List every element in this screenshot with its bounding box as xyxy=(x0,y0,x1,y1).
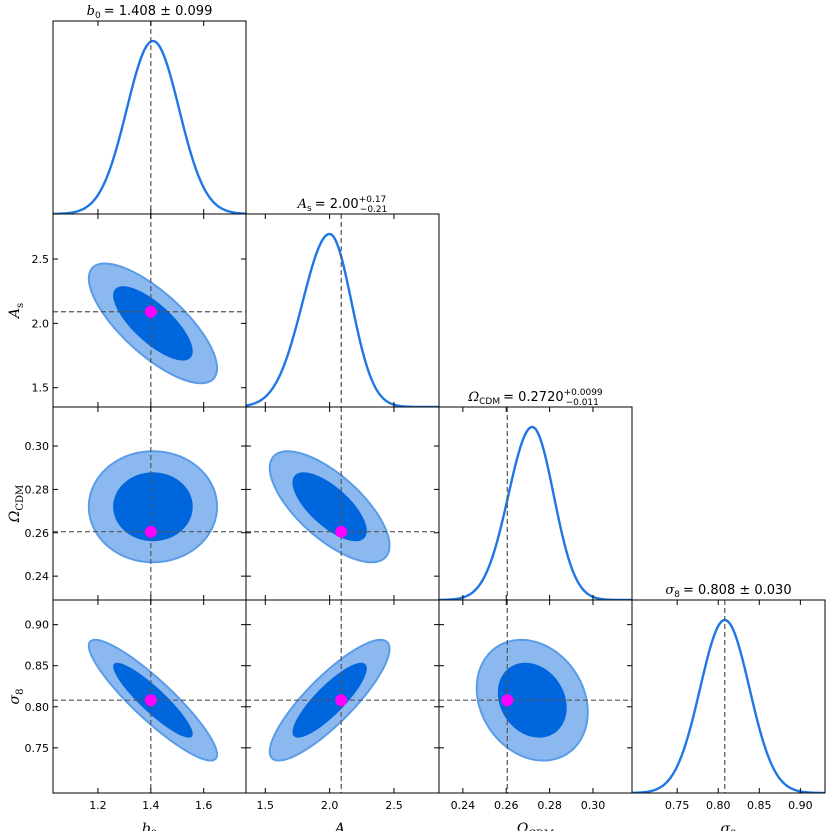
x-tick-label-As: 1.5 xyxy=(257,799,275,812)
title-lower-error: −0.011 xyxy=(566,398,599,408)
y-tick-label-Om: 0.24 xyxy=(25,570,50,583)
title-Om: ΩCDM = 0.2720+0.0099 −0.011 xyxy=(467,388,603,408)
x-axis-label-sub: 8 xyxy=(730,829,736,831)
y-axis-label-s8: σ8 xyxy=(7,689,26,705)
title-As: As = 2.00+0.17 −0.21 xyxy=(297,195,388,215)
truth-marker-b0-As xyxy=(144,305,157,318)
title-value: = 1.408 ± 0.099 xyxy=(104,4,213,19)
y-axis-label-main: Ω xyxy=(7,510,23,523)
truth-marker-Om-s8 xyxy=(501,694,514,707)
x-tick-label-b0: 1.6 xyxy=(195,799,213,812)
title-symbol-sub: 0 xyxy=(95,11,101,21)
y-tick-label-s8: 0.75 xyxy=(25,742,50,755)
x-axis-label-main: b xyxy=(142,821,151,831)
x-tick-label-Om: 0.28 xyxy=(537,799,562,812)
marginal-curve-As xyxy=(246,232,439,407)
title-symbol-sub: 8 xyxy=(674,590,680,600)
x-axis-label-b0: b0 xyxy=(142,821,157,831)
contour-1sigma-As-Om xyxy=(292,472,367,542)
title-symbol: Ω xyxy=(467,390,479,405)
panel-frame-Om-Om xyxy=(438,406,633,601)
x-tick-label-s8: 0.75 xyxy=(665,799,690,812)
marginal-Om xyxy=(439,407,632,600)
x-axis-label-Om: ΩCDM xyxy=(516,821,555,831)
y-axis-label-sub: 8 xyxy=(15,689,26,695)
x-axis-label-sub: CDM xyxy=(528,829,554,831)
title-symbol: b xyxy=(87,4,95,19)
panel-frame-b0-b0 xyxy=(52,20,247,215)
x-axis-label-As: As xyxy=(333,821,350,831)
x-axis-label-s8: σ8 xyxy=(721,821,737,831)
contour-panel-As-Om xyxy=(246,407,439,600)
y-tick-label-s8: 0.80 xyxy=(25,701,50,714)
y-axis-label-main: A xyxy=(7,308,23,320)
marginal-s8 xyxy=(632,600,825,793)
x-axis-label-sub: 0 xyxy=(151,829,157,831)
title-symbol: σ xyxy=(665,583,675,598)
y-tick-label-Om: 0.26 xyxy=(25,527,50,540)
marginal-curve-s8 xyxy=(632,618,825,793)
y-axis-label-As: As xyxy=(7,303,26,320)
contour-panel-b0-Om xyxy=(53,407,246,600)
marginal-As xyxy=(246,214,439,407)
title-value: = 0.808 ± 0.030 xyxy=(683,583,792,598)
truth-marker-As-s8 xyxy=(335,694,348,707)
y-axis-label-main: σ xyxy=(7,694,23,704)
marginal-b0 xyxy=(53,21,246,214)
x-tick-label-b0: 1.4 xyxy=(142,799,160,812)
x-axis-label-sub: s xyxy=(345,829,350,831)
title-upper-error: +0.0099 xyxy=(564,388,603,398)
panel-frame-s8-s8 xyxy=(631,599,826,794)
y-tick-label-Om: 0.28 xyxy=(25,483,50,496)
truth-marker-As-Om xyxy=(335,525,348,538)
title-symbol-sub: CDM xyxy=(479,397,500,407)
y-tick-label-s8: 0.90 xyxy=(25,619,50,632)
title-value: = 2.00 xyxy=(315,197,359,212)
contour-1sigma-b0-As xyxy=(113,286,193,361)
title-symbol: A xyxy=(297,197,307,212)
y-axis-label-Om: ΩCDM xyxy=(7,485,26,524)
x-tick-label-s8: 0.90 xyxy=(788,799,813,812)
title-b0: b0 = 1.408 ± 0.099 xyxy=(87,4,213,21)
contour-1sigma-b0-Om xyxy=(113,472,193,542)
x-tick-label-As: 2.0 xyxy=(321,799,339,812)
title-value: = 0.2720 xyxy=(503,390,564,405)
y-tick-label-s8: 0.85 xyxy=(25,660,50,673)
marginal-curve-b0 xyxy=(53,39,246,214)
contour-1sigma-Om-s8 xyxy=(497,662,567,738)
panel-frame-As-As xyxy=(245,213,440,408)
title-upper-error: +0.17 xyxy=(359,195,387,205)
y-tick-label-Om: 0.30 xyxy=(25,440,50,453)
x-axis-label-main: σ xyxy=(721,821,731,831)
x-tick-label-s8: 0.80 xyxy=(706,799,731,812)
x-tick-label-Om: 0.24 xyxy=(451,799,476,812)
y-tick-label-As: 1.5 xyxy=(32,382,50,395)
contour-panel-b0-As xyxy=(53,214,246,407)
x-axis-label-main: A xyxy=(333,821,345,831)
y-tick-label-As: 2.0 xyxy=(32,317,50,330)
x-tick-label-Om: 0.30 xyxy=(581,799,606,812)
title-symbol-sub: s xyxy=(307,204,312,214)
truth-marker-b0-s8 xyxy=(144,694,157,707)
y-axis-label-sub: s xyxy=(15,303,26,308)
marginal-curve-Om xyxy=(439,425,632,600)
x-tick-label-b0: 1.2 xyxy=(89,799,107,812)
y-tick-label-As: 2.5 xyxy=(32,253,50,266)
y-axis-label-sub: CDM xyxy=(15,485,26,511)
truth-marker-b0-Om xyxy=(144,525,157,538)
contour-panel-b0-s8 xyxy=(53,600,246,793)
x-tick-label-Om: 0.26 xyxy=(494,799,519,812)
contour-panel-As-s8 xyxy=(246,600,439,793)
x-tick-label-s8: 0.85 xyxy=(747,799,772,812)
title-s8: σ8 = 0.808 ± 0.030 xyxy=(665,583,791,600)
x-tick-label-As: 2.5 xyxy=(385,799,403,812)
x-axis-label-main: Ω xyxy=(516,821,529,831)
title-lower-error: −0.21 xyxy=(360,205,388,215)
contour-panel-Om-s8 xyxy=(439,600,632,793)
